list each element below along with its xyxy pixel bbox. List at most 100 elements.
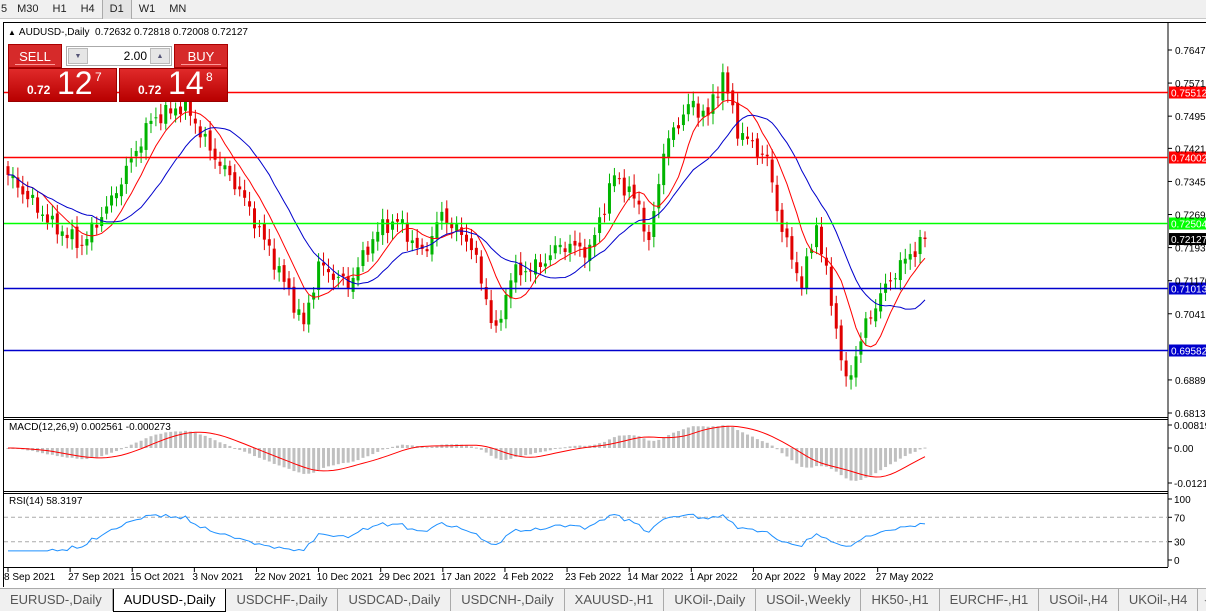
candle-body — [829, 266, 833, 306]
candle-body — [400, 219, 404, 224]
candle-body — [262, 223, 266, 240]
candle-body — [450, 222, 454, 229]
lot-decrease-icon[interactable]: ▼ — [68, 48, 88, 64]
chart-tab[interactable]: UKOil-,Daily — [664, 589, 757, 611]
macd-bar — [302, 448, 306, 474]
chart-tab[interactable]: UKOil-,H4 — [1119, 589, 1199, 611]
macd-bar — [391, 446, 395, 448]
timeframe-h4[interactable]: H4 — [80, 3, 95, 15]
candle-body — [607, 183, 611, 214]
candle-body — [75, 226, 79, 248]
chart-tab[interactable]: EURCHF-,H1 — [940, 589, 1040, 611]
macd-bar — [410, 445, 414, 448]
timeframe-d1[interactable]: D1 — [101, 0, 132, 19]
chart-tab[interactable]: USDCAD-,Daily — [338, 589, 452, 611]
macd-bar — [504, 448, 508, 460]
level-price-tag — [1169, 217, 1206, 230]
date-tick-label: 22 Nov 2021 — [254, 572, 311, 583]
macd-bar — [188, 431, 192, 448]
chart-tab[interactable]: USDCNH-,Daily — [451, 589, 565, 611]
candle-body — [696, 103, 700, 118]
chart-tab[interactable]: XAUUSD-,H1 — [565, 589, 665, 611]
candle-body — [312, 292, 316, 300]
buy-price-fraction: 8 — [206, 70, 213, 84]
macd-bar — [721, 425, 725, 448]
macd-bar — [765, 442, 769, 448]
timeframe-h1[interactable]: H1 — [52, 3, 67, 15]
macd-bar — [297, 448, 301, 473]
timeframe-mn[interactable]: MN — [169, 3, 187, 15]
candle-body — [45, 214, 49, 223]
macd-bar — [849, 448, 853, 481]
chart-tab[interactable]: AUDUSD-,Daily — [112, 589, 227, 612]
macd-bar — [376, 448, 380, 452]
rsi-tick-label: 30 — [1174, 538, 1186, 549]
macd-bar — [248, 448, 252, 454]
candle-body — [819, 226, 823, 255]
candle-body — [455, 224, 459, 231]
scroll-left-icon[interactable]: ◀ — [1198, 589, 1206, 611]
candle-body — [70, 229, 74, 240]
buy-button[interactable]: BUY — [174, 44, 228, 68]
macd-bar — [563, 447, 567, 449]
candle-body — [85, 239, 89, 246]
level-price-tag — [1169, 86, 1206, 99]
macd-bar — [292, 448, 296, 472]
macd-bar — [114, 448, 118, 452]
candle-body — [386, 219, 390, 233]
candle-body — [248, 201, 252, 207]
lot-size-input[interactable] — [91, 48, 149, 64]
date-tick-label: 17 Jan 2022 — [441, 572, 496, 583]
candle-body — [469, 238, 473, 251]
macd-bar — [514, 448, 518, 458]
candle-body — [869, 317, 873, 319]
timeframe-m30[interactable]: M30 — [17, 3, 39, 15]
macd-bar — [262, 448, 266, 460]
macd-bar — [440, 444, 444, 448]
chart-tab[interactable]: USOil-,H4 — [1039, 589, 1119, 611]
macd-bar — [371, 448, 375, 455]
timeframe-5[interactable]: 5 — [1, 3, 8, 15]
candle-body — [755, 138, 759, 157]
timeframe-w1[interactable]: W1 — [138, 3, 156, 15]
macd-bar — [923, 447, 927, 449]
candle-body — [405, 222, 409, 242]
candle-body — [208, 130, 212, 151]
candle-body — [898, 260, 902, 281]
lot-increase-icon[interactable]: ▲ — [150, 48, 170, 64]
macd-bar — [839, 448, 843, 476]
candle-body — [489, 300, 493, 324]
candle-body — [558, 244, 562, 248]
collapse-triangle-icon[interactable]: ▲ — [8, 28, 16, 37]
macd-bar — [164, 432, 168, 448]
macd-bar — [430, 446, 434, 448]
macd-bar — [864, 448, 868, 478]
chart-tab[interactable]: USDCHF-,Daily — [226, 589, 339, 611]
candle-body — [676, 125, 680, 129]
rsi-tick-label: 0 — [1174, 556, 1180, 567]
candle-body — [119, 184, 123, 197]
buy-price[interactable]: 0.72 14 8 — [119, 65, 228, 102]
sell-price[interactable]: 0.72 12 7 — [8, 65, 117, 102]
candle-body — [149, 120, 153, 124]
chart-title: ▲ AUDUSD-,Daily 0.72632 0.72818 0.72008 0… — [8, 27, 248, 38]
candle-body — [780, 209, 784, 232]
chart-tab[interactable]: USOil-,Weekly — [756, 589, 862, 611]
candle-body — [90, 222, 94, 243]
macd-bar — [667, 435, 671, 448]
candle-body — [114, 193, 118, 199]
sell-button[interactable]: SELL — [8, 44, 62, 68]
candle-body — [805, 256, 809, 289]
sell-price-fraction: 7 — [95, 70, 102, 84]
chart-tab[interactable]: EURUSD-,Daily — [0, 589, 113, 611]
candle-body — [573, 240, 577, 246]
macd-bar — [647, 440, 651, 448]
candle-body — [292, 286, 296, 313]
macd-tick-label: -0.01212 — [1174, 479, 1206, 490]
buy-price-prefix: 0.72 — [138, 83, 162, 97]
macd-bar — [888, 448, 892, 465]
chart-tab[interactable]: HK50-,H1 — [861, 589, 940, 611]
macd-bar — [746, 434, 750, 448]
